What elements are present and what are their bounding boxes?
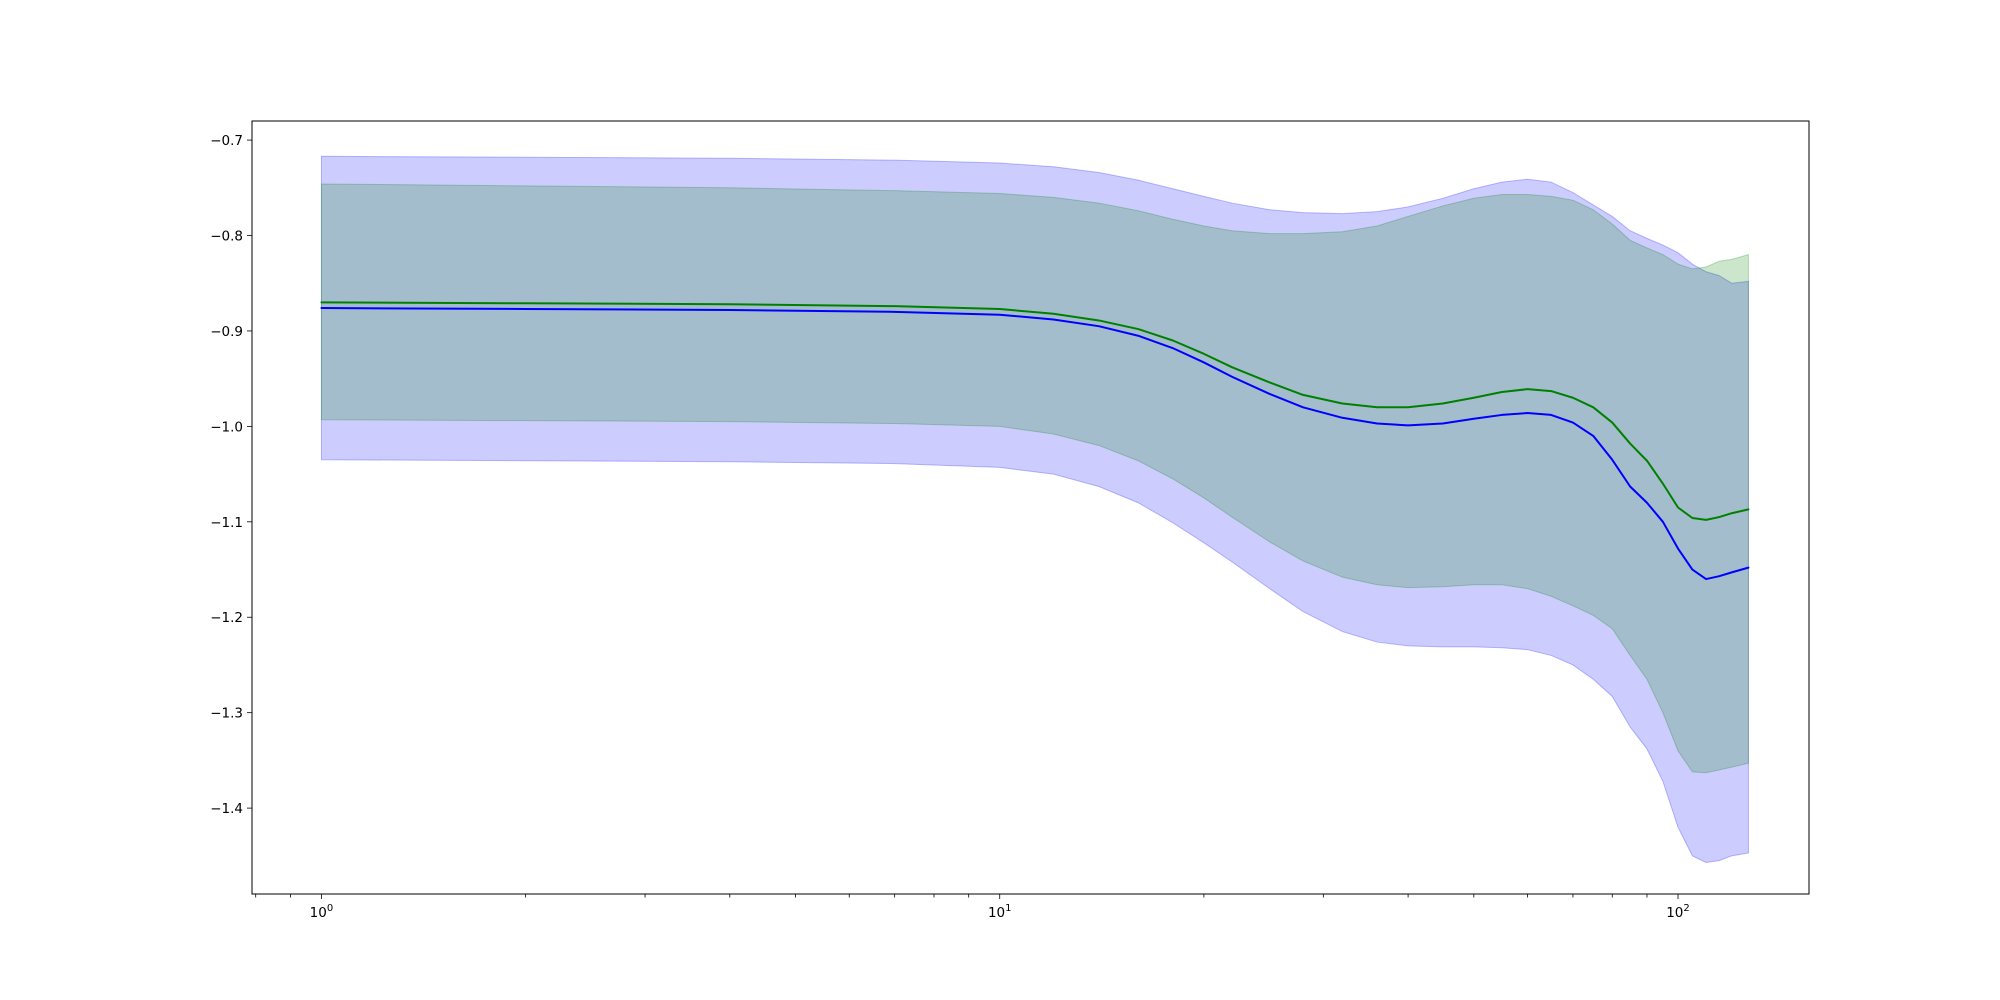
y-tick-label: −0.9 bbox=[210, 324, 243, 340]
confidence-band-0 bbox=[320, 155, 1749, 864]
series-lines bbox=[320, 301, 1750, 581]
y-tick-label: −0.8 bbox=[210, 229, 243, 245]
x-tick-label: 100 bbox=[310, 903, 334, 921]
y-axis: −0.7 −0.8 −0.9 −1.0 −1.1 −1.2 −1.3 −1.4 bbox=[210, 133, 252, 817]
confidence-bands bbox=[320, 155, 1749, 864]
series-line-0 bbox=[320, 307, 1750, 581]
y-tick-label: −1.4 bbox=[210, 801, 243, 817]
y-tick-label: −1.2 bbox=[210, 610, 243, 626]
x-tick-label: 101 bbox=[988, 903, 1012, 921]
x-tick-label: 102 bbox=[1666, 903, 1690, 921]
y-tick-label: −1.3 bbox=[210, 706, 243, 722]
series-line-1 bbox=[320, 301, 1750, 521]
confidence-band-1 bbox=[320, 183, 1749, 774]
y-tick-label: −1.1 bbox=[210, 515, 243, 531]
x-axis: 100 101 102 bbox=[255, 894, 1690, 921]
y-tick-label: −1.0 bbox=[210, 419, 243, 435]
plot-frame bbox=[251, 120, 1810, 895]
y-tick-label: −0.7 bbox=[210, 133, 243, 149]
